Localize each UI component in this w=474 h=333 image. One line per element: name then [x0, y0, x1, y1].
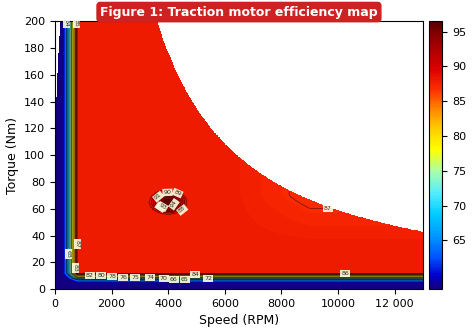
Text: 91: 91: [154, 192, 163, 201]
Text: 85: 85: [73, 19, 79, 27]
Text: 88: 88: [178, 205, 187, 214]
Text: 93: 93: [158, 202, 167, 211]
Text: 94: 94: [170, 199, 178, 209]
Text: 84: 84: [191, 272, 199, 277]
Text: 92: 92: [156, 203, 165, 211]
Text: 72: 72: [204, 276, 212, 281]
Text: 68: 68: [66, 250, 71, 257]
Text: 74: 74: [146, 275, 154, 280]
Text: 78: 78: [108, 274, 116, 279]
Text: 86: 86: [342, 271, 349, 276]
X-axis label: Speed (RPM): Speed (RPM): [199, 314, 279, 327]
Y-axis label: Torque (Nm): Torque (Nm): [6, 117, 18, 193]
Text: 89: 89: [173, 189, 182, 197]
Text: 90: 90: [164, 190, 172, 195]
Text: 80: 80: [97, 273, 105, 278]
Text: 76: 76: [119, 275, 127, 280]
Text: 64: 64: [64, 19, 69, 27]
Text: 70: 70: [160, 276, 168, 281]
Text: 82: 82: [86, 273, 94, 278]
Text: 65: 65: [181, 277, 189, 282]
Text: 66: 66: [170, 277, 178, 282]
Title: Figure 1: Traction motor efficiency map: Figure 1: Traction motor efficiency map: [100, 6, 378, 19]
Text: 87: 87: [324, 206, 332, 211]
Text: 75: 75: [131, 275, 139, 280]
Text: 87: 87: [75, 240, 80, 248]
Text: 83: 83: [73, 264, 78, 272]
